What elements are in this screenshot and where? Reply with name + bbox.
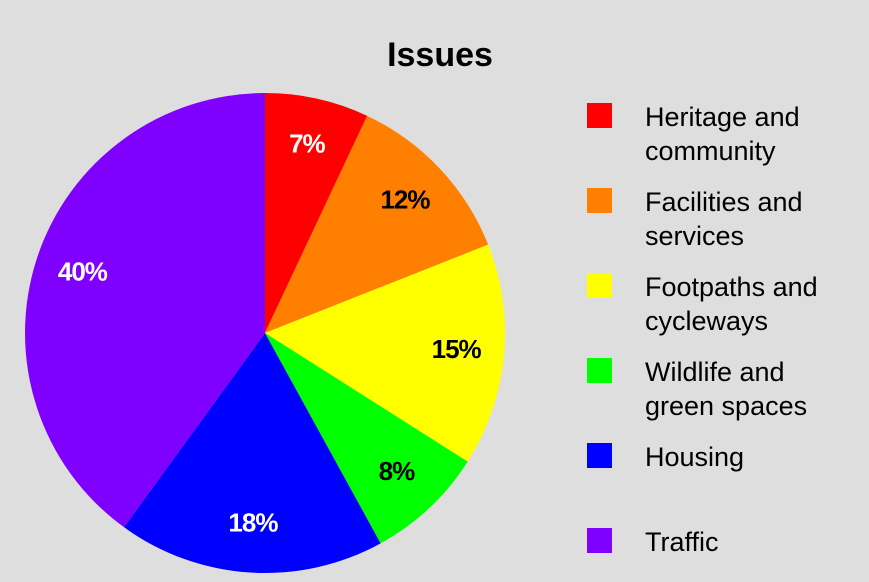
legend-label: Footpaths and cycleways <box>645 272 818 336</box>
pie-slice <box>265 93 368 333</box>
legend-label: Heritage and community <box>645 102 800 166</box>
pie-slice <box>265 244 505 462</box>
legend-swatch <box>587 528 612 553</box>
legend-item: Traffic <box>587 525 867 582</box>
legend: Heritage and community Facilities and ser… <box>587 100 867 582</box>
legend-label: Housing <box>645 442 745 472</box>
data-label: 18% <box>228 507 278 537</box>
pie-slice <box>265 115 489 333</box>
pie-slice <box>25 93 265 528</box>
legend-swatch <box>587 103 612 128</box>
legend-swatch <box>587 188 612 213</box>
data-label: 40% <box>58 257 108 287</box>
legend-label: Facilities and services <box>645 187 803 251</box>
pie-slice <box>123 333 381 573</box>
chart-title: Issues <box>387 36 493 74</box>
pie-slice <box>265 333 468 544</box>
legend-swatch <box>587 273 612 298</box>
legend-item: Footpaths and cycleways <box>587 270 867 355</box>
legend-item: Wildlife and green spaces <box>587 355 867 440</box>
legend-item: Housing <box>587 440 867 525</box>
legend-item: Facilities and services <box>587 185 867 270</box>
legend-label: Traffic <box>645 527 719 557</box>
legend-swatch <box>587 443 612 468</box>
legend-item: Heritage and community <box>587 100 867 185</box>
legend-swatch <box>587 358 612 383</box>
legend-label: Wildlife and green spaces <box>645 357 808 421</box>
data-label: 8% <box>379 456 415 486</box>
data-label: 12% <box>380 184 430 214</box>
data-label: 7% <box>289 128 325 158</box>
data-label: 15% <box>432 334 482 364</box>
